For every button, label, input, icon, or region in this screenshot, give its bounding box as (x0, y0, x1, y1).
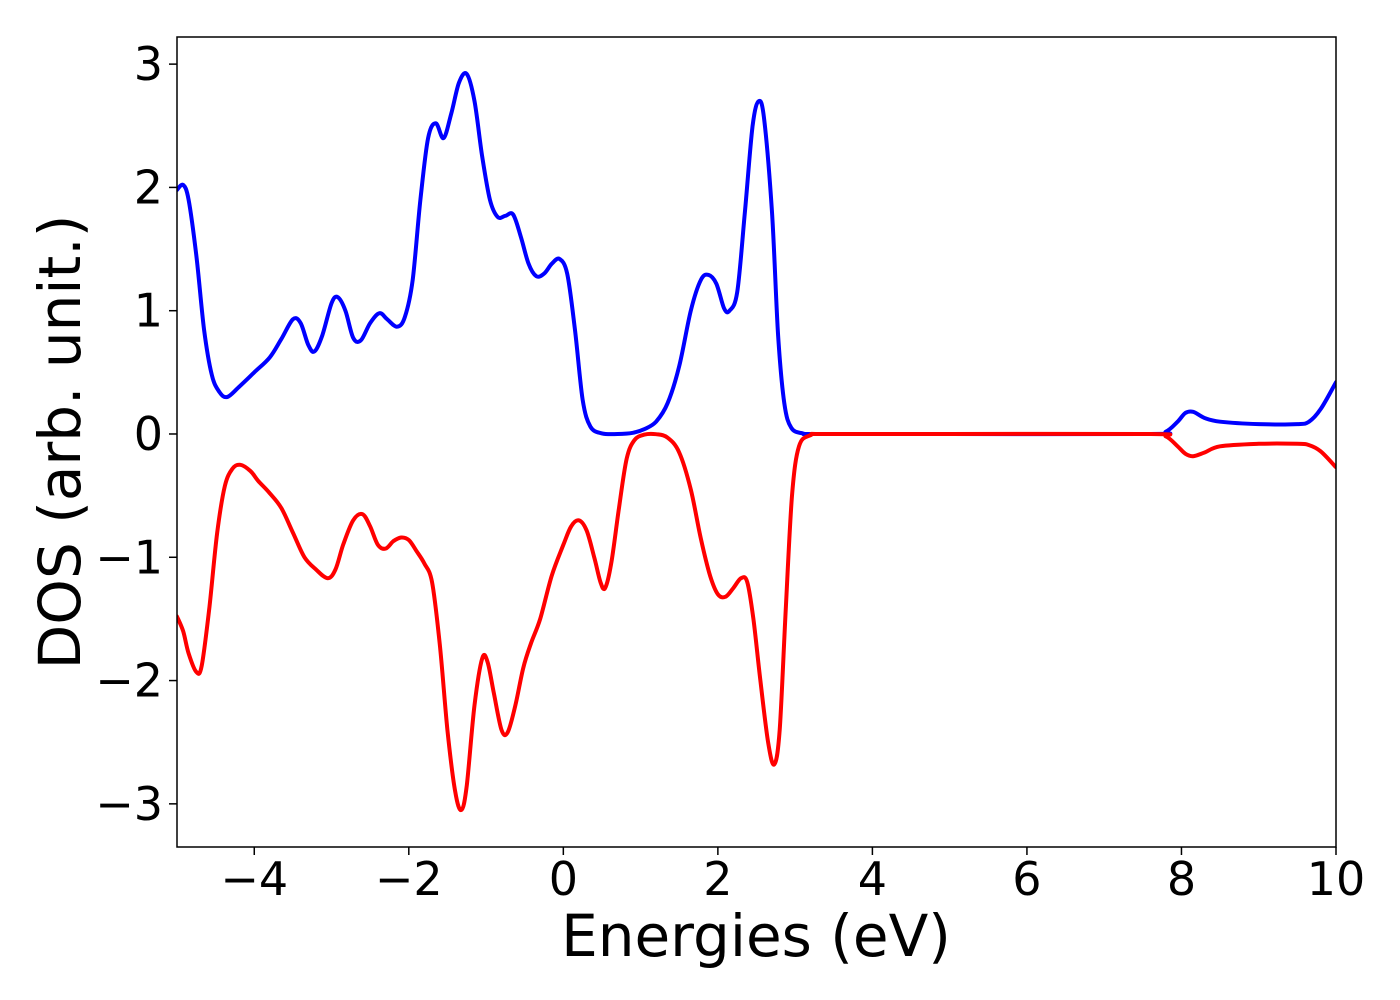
x-tick-label: −4 (220, 852, 288, 906)
y-tick-label: −3 (95, 777, 163, 831)
series-line-2 (177, 431, 1336, 813)
y-tick-label: 2 (134, 160, 163, 214)
y-tick-label: 3 (134, 37, 163, 91)
x-axis-ticks: −4 −2 0 2 4 6 8 10 (220, 847, 1365, 906)
y-axis-label: DOS (arb. unit.) (26, 215, 94, 670)
x-tick-label: 8 (1167, 852, 1196, 906)
x-tick-label: 10 (1307, 852, 1366, 906)
y-tick-label: 0 (134, 407, 163, 461)
y-tick-label: 1 (134, 284, 163, 338)
series-line-1 (177, 71, 1336, 437)
y-axis-ticks: 3 2 1 0 −1 −2 −3 (95, 37, 177, 831)
x-tick-label: 0 (549, 852, 578, 906)
plot-frame (176, 36, 1337, 848)
x-tick-label: −2 (375, 852, 443, 906)
y-tick-label: −1 (95, 530, 163, 584)
x-tick-label: 6 (1012, 852, 1041, 906)
x-axis-label: Energies (eV) (561, 902, 951, 970)
y-tick-label: −2 (95, 654, 163, 708)
plot-area (177, 37, 1336, 847)
x-tick-label: 4 (858, 852, 887, 906)
series-layer (177, 71, 1336, 813)
x-tick-label: 2 (703, 852, 732, 906)
